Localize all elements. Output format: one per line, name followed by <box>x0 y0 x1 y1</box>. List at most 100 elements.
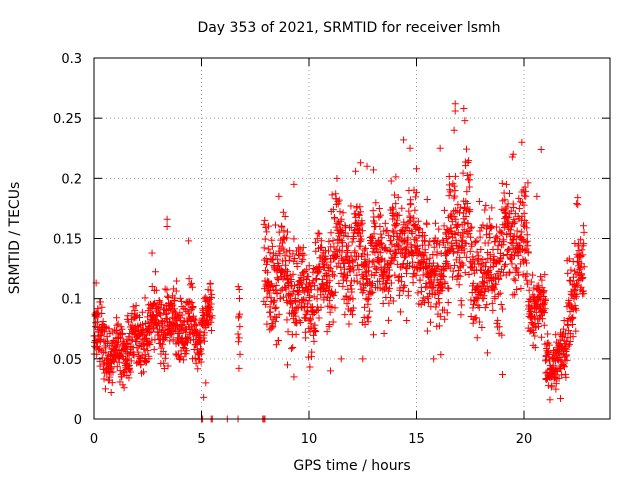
data-point <box>495 323 503 331</box>
data-point <box>309 331 317 339</box>
data-point <box>143 334 151 342</box>
data-point <box>380 329 388 337</box>
data-point <box>389 205 397 213</box>
data-point <box>573 200 581 208</box>
data-point <box>302 334 310 342</box>
data-point <box>436 312 444 320</box>
data-point <box>284 361 291 369</box>
data-point <box>524 280 532 288</box>
data-point <box>410 214 418 222</box>
data-point <box>471 314 479 322</box>
data-point <box>176 294 184 302</box>
data-point <box>483 349 491 357</box>
data-point <box>337 355 345 363</box>
data-point <box>316 265 324 273</box>
data-point <box>300 251 308 259</box>
data-point <box>180 356 188 364</box>
data-point <box>411 206 419 214</box>
data-point <box>148 283 156 291</box>
data-point <box>356 279 364 287</box>
data-point <box>400 254 408 262</box>
data-point <box>160 364 168 372</box>
data-point <box>414 217 422 225</box>
x-tick-labels: 0 5 10 15 20 <box>90 432 532 447</box>
data-point <box>471 238 479 246</box>
data-point <box>432 303 440 311</box>
data-point <box>330 292 338 300</box>
data-point <box>504 222 512 230</box>
data-point <box>548 382 556 390</box>
data-point <box>314 229 322 237</box>
data-point <box>523 276 531 284</box>
data-point <box>514 252 522 260</box>
data-point <box>488 299 496 307</box>
data-point <box>298 250 306 258</box>
data-point <box>357 221 365 229</box>
data-point <box>449 273 457 281</box>
data-point <box>157 300 165 308</box>
data-point <box>148 249 156 257</box>
data-point <box>149 301 157 309</box>
data-point <box>155 297 163 305</box>
data-point <box>272 286 280 294</box>
data-point <box>385 299 393 307</box>
data-point <box>319 260 327 268</box>
data-point <box>370 271 378 279</box>
data-point <box>335 280 343 288</box>
data-point <box>132 302 140 310</box>
data-point <box>133 337 141 345</box>
y-tick-label: 0.15 <box>53 233 82 248</box>
data-point <box>406 144 414 152</box>
data-point <box>319 281 327 289</box>
data-point <box>500 262 508 270</box>
data-point <box>385 272 393 280</box>
data-point <box>144 347 152 355</box>
data-point <box>280 227 288 235</box>
data-point <box>466 171 474 179</box>
data-point <box>408 230 416 238</box>
data-point <box>523 231 531 239</box>
data-point <box>380 274 388 282</box>
data-point <box>450 261 458 269</box>
data-point <box>370 166 377 174</box>
data-point <box>515 194 523 202</box>
data-point <box>116 378 124 386</box>
data-point <box>462 213 470 221</box>
data-point <box>191 354 199 362</box>
data-point <box>429 281 437 289</box>
data-point <box>275 337 283 345</box>
data-point <box>442 252 450 260</box>
data-point <box>309 308 317 316</box>
data-point <box>382 227 390 235</box>
data-point <box>187 336 195 344</box>
data-point <box>482 258 490 266</box>
data-point <box>560 363 568 371</box>
data-point <box>163 222 171 230</box>
data-point <box>290 235 298 243</box>
data-point <box>353 271 361 279</box>
data-point <box>261 216 269 224</box>
data-point <box>472 296 480 304</box>
data-point <box>140 345 148 353</box>
data-point <box>390 228 398 236</box>
data-point <box>381 245 389 253</box>
data-point <box>363 275 371 283</box>
data-point <box>328 290 336 298</box>
data-point <box>403 316 411 324</box>
data-point <box>187 279 195 287</box>
data-point <box>541 271 549 279</box>
data-point <box>310 337 318 345</box>
data-point <box>386 247 394 255</box>
data-point <box>202 379 210 387</box>
data-point <box>449 267 457 275</box>
data-point <box>578 275 586 283</box>
data-point <box>402 223 410 231</box>
data-point <box>386 260 394 268</box>
data-point <box>465 271 473 279</box>
data-point <box>566 276 574 284</box>
data-point <box>538 315 546 323</box>
data-point <box>566 340 574 348</box>
data-point <box>453 223 461 231</box>
data-point <box>484 239 492 247</box>
data-point <box>207 286 215 294</box>
